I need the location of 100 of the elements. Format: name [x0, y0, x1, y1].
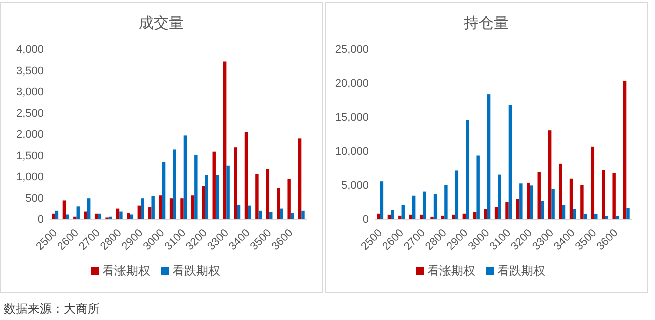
y-tick-label: 0 — [362, 214, 369, 226]
bar — [216, 175, 220, 219]
bar — [538, 172, 541, 219]
bar — [380, 182, 384, 219]
bar — [226, 166, 230, 219]
bar — [508, 105, 512, 219]
bar — [162, 162, 166, 219]
bar — [302, 210, 305, 219]
bar — [152, 196, 155, 219]
bar — [506, 202, 509, 219]
bar — [66, 214, 70, 219]
bar — [87, 198, 91, 219]
bar — [487, 94, 491, 219]
bar — [138, 206, 142, 219]
bar — [280, 208, 284, 219]
y-tick-label: 10,000 — [335, 146, 369, 158]
bar — [173, 150, 176, 219]
bar — [223, 62, 227, 219]
bar — [484, 209, 488, 219]
bar — [584, 214, 588, 219]
y-tick-label: 2,500 — [16, 108, 44, 120]
bar — [516, 199, 520, 219]
bar — [594, 214, 598, 219]
bar — [476, 156, 480, 219]
y-tick-label: 4,000 — [16, 44, 44, 56]
bar — [441, 216, 445, 219]
bar — [52, 214, 56, 219]
bar — [212, 152, 216, 219]
bar — [270, 212, 273, 219]
bar — [170, 198, 174, 219]
bar — [474, 212, 477, 219]
bar — [391, 210, 394, 219]
bar — [127, 213, 130, 219]
bar — [184, 136, 188, 219]
bar — [462, 214, 466, 219]
bar — [605, 216, 608, 219]
bar — [237, 204, 241, 219]
bar — [256, 174, 259, 219]
bar — [398, 216, 402, 219]
bar — [520, 184, 523, 219]
bar — [277, 188, 280, 219]
bar — [548, 130, 552, 219]
bar — [248, 206, 252, 219]
bar — [266, 169, 270, 219]
bar — [116, 208, 120, 219]
bar — [623, 80, 627, 219]
y-tick-label: 500 — [26, 192, 44, 205]
y-tick-label: 0 — [38, 214, 44, 226]
bar — [527, 182, 530, 219]
y-tick-label: 20,000 — [335, 78, 369, 90]
bar — [141, 198, 144, 219]
bar — [498, 174, 502, 219]
bar — [573, 209, 576, 219]
bar — [455, 170, 459, 219]
bar — [494, 207, 498, 219]
y-tick-label: 1,000 — [16, 172, 44, 184]
bar — [562, 205, 566, 219]
legend-label: 看跌期权 — [172, 264, 220, 278]
y-tick-label: 3,000 — [16, 86, 44, 98]
bar — [466, 120, 470, 219]
bar — [377, 214, 380, 219]
bar — [402, 205, 405, 219]
bar — [191, 196, 195, 219]
y-tick-label: 2,000 — [16, 129, 44, 141]
bar — [552, 189, 555, 219]
source-note: 数据来源：大商所 — [4, 302, 100, 316]
bar — [540, 201, 544, 219]
y-tick-label: 1,500 — [16, 150, 44, 162]
bar — [55, 210, 59, 219]
chart-title: 持仓量 — [464, 15, 509, 32]
bar — [159, 196, 162, 219]
bar — [530, 186, 534, 219]
bar — [148, 208, 152, 219]
legend-label: 看涨期权 — [428, 264, 476, 278]
bar — [180, 198, 184, 219]
bar — [62, 200, 66, 219]
bar — [244, 132, 248, 219]
bar — [434, 194, 438, 219]
bar — [234, 148, 238, 219]
bar — [602, 170, 606, 219]
bar — [205, 175, 208, 219]
bar — [98, 214, 102, 219]
legend-label: 看跌期权 — [498, 264, 546, 278]
bar — [84, 212, 88, 219]
bar — [423, 192, 426, 219]
bar — [412, 196, 416, 219]
bar — [626, 208, 630, 219]
chart-title: 成交量 — [139, 15, 184, 32]
legend-label: 看涨期权 — [102, 264, 150, 278]
bar — [76, 206, 80, 219]
bar — [570, 178, 574, 219]
bar — [298, 138, 302, 219]
bar — [580, 185, 584, 219]
bar — [420, 214, 424, 219]
bar — [288, 179, 291, 219]
bar — [591, 146, 595, 219]
y-tick-label: 5,000 — [341, 180, 369, 192]
bar — [202, 186, 206, 219]
bar — [194, 155, 198, 219]
bar — [444, 185, 448, 219]
